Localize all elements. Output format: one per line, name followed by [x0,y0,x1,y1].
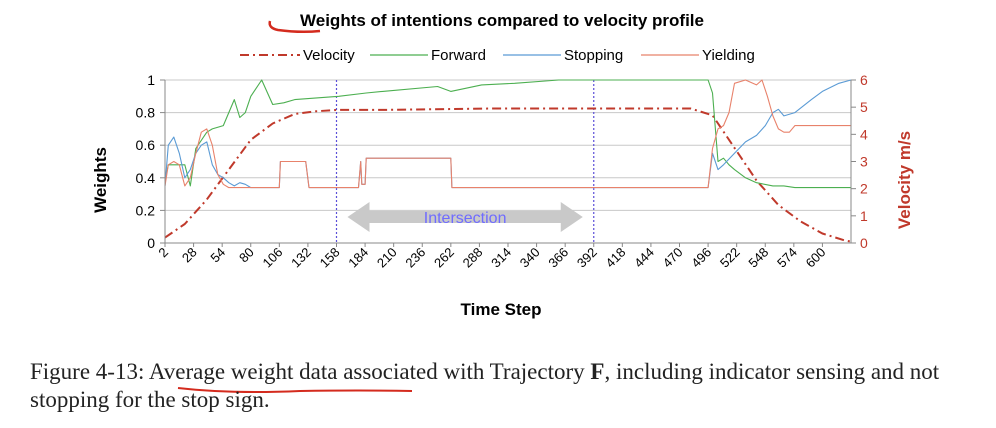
title-underline-scribble [268,20,321,34]
x-tick-label: 28 [179,245,200,266]
x-tick-label: 340 [517,245,543,271]
legend-label-stopping: Stopping [564,47,623,64]
x-tick-label: 418 [603,245,629,271]
x-axis-title: Time Step [461,300,542,319]
y2-tick-label: 6 [860,72,868,88]
y2-tick-label: 0 [860,235,868,251]
x-tick-label: 470 [660,245,686,271]
y-tick-label: 0 [147,235,155,251]
series-line-yielding [164,79,851,189]
chart-title: Weights of intentions compared to veloci… [300,11,704,30]
y-tick-label: 0.2 [136,202,156,218]
x-tick-label: 548 [745,245,771,271]
intersection-annotation: Intersection [347,202,583,232]
series-line-velocity [164,107,852,243]
caption-underlined: Average weight data [148,359,338,384]
x-tick-label: 392 [574,245,600,271]
caption-middle: associated with Trajectory [337,359,591,384]
legend: Velocity Forward Stopping Yielding [240,47,755,64]
x-tick-label: 54 [207,245,228,266]
x-tick-label: 288 [460,245,486,271]
caption-bold: F [590,359,605,384]
x-tick-label: 444 [631,245,657,271]
y-tick-label: 1 [147,72,155,88]
x-tick-label: 80 [236,245,257,266]
y2-tick-label: 2 [860,181,868,197]
caption-prefix: Figure 4-13: [30,359,149,384]
y2-tick-label: 1 [860,208,868,224]
caption-underline-scribble [177,387,413,393]
y2-tick-label: 4 [860,126,868,142]
y-axis-title: Weights [91,147,110,213]
legend-label-yielding: Yielding [702,47,755,64]
legend-label-forward: Forward [431,47,486,64]
y2-axis-title: Velocity m/s [895,131,914,229]
y2-tick-label: 3 [860,154,868,170]
figure-caption: Figure 4-13: Average weight data associa… [30,358,980,414]
x-tick-label: 522 [717,245,743,271]
intersection-label: Intersection [424,210,507,227]
x-tick-label: 236 [402,245,428,271]
legend-label-velocity: Velocity [303,47,355,64]
y-tick-label: 0.6 [136,137,156,153]
x-tick-label: 262 [431,245,457,271]
intersection-double-arrow [347,202,583,232]
x-tick-label: 574 [774,245,800,271]
x-tick-label: 210 [374,245,400,271]
x-tick-label: 314 [488,245,514,271]
series-layer [164,79,852,243]
series-line-stopping [164,79,852,189]
x-tick-label: 600 [803,245,829,271]
y-tick-label: 0.4 [136,170,156,186]
series-line-forward [164,79,851,189]
y2-tick-label: 5 [860,99,868,115]
caption-suffix: , including indicator sensing and not st… [30,359,940,412]
x-tick-label: 496 [688,245,714,271]
x-tick-label: 184 [345,245,371,271]
y-tick-label: 0.8 [136,105,156,121]
x-tick-label: 132 [288,245,314,271]
x-tick-label: 106 [260,245,286,271]
x-tick-label: 2 [155,245,171,261]
x-tick-label: 158 [317,245,343,271]
x-tick-label: 366 [545,245,571,271]
axes: 0 0.2 0.4 0.6 0.8 1 0 1 2 3 4 5 6 2 28 54 80 106 132 158 184… [136,72,868,270]
